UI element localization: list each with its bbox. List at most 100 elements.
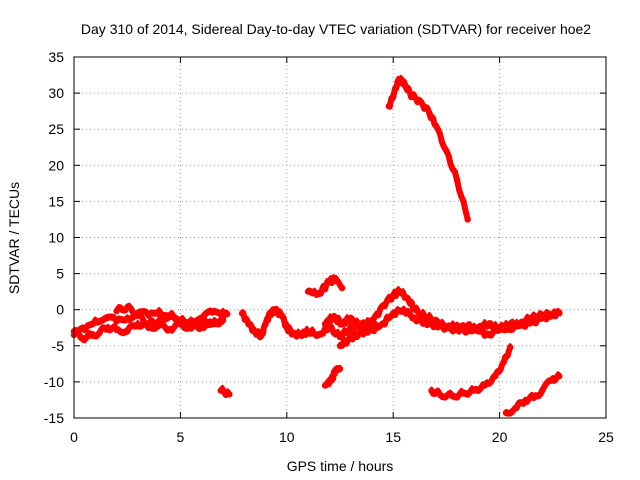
data-point xyxy=(304,288,312,295)
data-point xyxy=(549,310,556,318)
data-point xyxy=(338,320,346,328)
y-tick-label: 35 xyxy=(48,49,64,65)
data-point xyxy=(443,324,450,331)
data-point xyxy=(262,320,269,328)
data-point xyxy=(464,216,471,223)
data-point xyxy=(226,391,233,398)
series-seg-13b xyxy=(347,286,563,339)
data-point xyxy=(496,324,503,331)
data-point xyxy=(113,307,120,315)
data-point xyxy=(298,332,305,339)
y-tick-label: 25 xyxy=(48,121,64,137)
y-tick-label: 5 xyxy=(56,266,64,282)
x-tick-label: 0 xyxy=(70,429,78,445)
x-axis-label: GPS time / hours xyxy=(287,458,394,474)
data-point xyxy=(155,307,163,315)
data-point xyxy=(79,335,86,342)
data-point xyxy=(104,324,112,331)
y-tick-label: 0 xyxy=(56,302,64,318)
data-point xyxy=(326,279,333,286)
data-point xyxy=(549,375,556,383)
data-point xyxy=(470,387,478,394)
data-point xyxy=(453,326,461,334)
data-point xyxy=(279,313,286,321)
data-point xyxy=(402,84,410,91)
data-point xyxy=(409,93,416,100)
data-point xyxy=(449,393,456,400)
y-tick-label: -10 xyxy=(44,374,64,390)
data-point xyxy=(332,275,339,282)
data-point xyxy=(390,292,397,299)
data-point xyxy=(379,302,386,310)
x-tick-label: 25 xyxy=(598,429,614,445)
data-point xyxy=(336,333,344,341)
data-point xyxy=(166,326,173,334)
data-point xyxy=(443,147,450,155)
data-point xyxy=(481,382,488,389)
data-point xyxy=(528,315,535,322)
y-tick-label: 10 xyxy=(48,230,64,246)
x-tick-label: 5 xyxy=(177,429,185,445)
series-seg-11 xyxy=(304,274,346,298)
data-point xyxy=(273,306,280,313)
data-point xyxy=(315,331,322,339)
series-line-offset xyxy=(430,343,512,397)
data-point xyxy=(517,319,525,326)
series-line xyxy=(385,75,471,223)
data-point xyxy=(238,310,246,317)
series-seg-12 xyxy=(321,364,344,389)
data-point xyxy=(124,315,131,322)
data-point xyxy=(500,358,508,365)
series-band-c xyxy=(113,302,227,330)
data-point xyxy=(258,332,265,339)
y-tick-label: 15 xyxy=(48,193,64,209)
data-point xyxy=(304,328,312,335)
data-point xyxy=(209,309,216,316)
data-point xyxy=(400,306,407,313)
x-tick-label: 15 xyxy=(385,429,401,445)
grid xyxy=(74,57,606,418)
data-point xyxy=(368,319,376,326)
data-point xyxy=(124,304,131,311)
data-point xyxy=(502,409,510,417)
data-point xyxy=(411,306,418,313)
data-point xyxy=(475,328,482,335)
y-tick-label: -15 xyxy=(44,410,64,426)
data-point xyxy=(507,326,514,334)
data-point xyxy=(379,320,386,328)
data-point xyxy=(390,310,397,317)
data-point xyxy=(336,365,344,373)
data-point xyxy=(530,394,537,401)
data-point xyxy=(556,310,563,317)
data-point xyxy=(513,404,520,412)
data-point xyxy=(411,315,418,322)
data-point xyxy=(81,326,88,334)
data-point xyxy=(198,317,205,324)
data-point xyxy=(485,320,493,328)
y-tick-label: -5 xyxy=(52,338,65,354)
data-point xyxy=(398,76,405,84)
data-point xyxy=(145,320,152,328)
data-point xyxy=(224,310,231,318)
data-point xyxy=(539,312,546,319)
series-line-offset xyxy=(72,307,229,334)
data-point xyxy=(245,320,252,328)
data-point xyxy=(432,122,439,129)
x-tick-label: 10 xyxy=(279,429,295,445)
data-point xyxy=(251,328,259,335)
data-point xyxy=(266,310,273,317)
data-point xyxy=(177,317,184,324)
axis-ticks xyxy=(73,56,607,419)
series-line-offset xyxy=(240,305,353,337)
data-point xyxy=(390,93,397,100)
series-layer xyxy=(70,74,563,417)
data-point xyxy=(315,290,322,297)
data-point xyxy=(347,335,354,342)
data-point xyxy=(92,317,99,324)
series-line-offset xyxy=(387,74,470,219)
data-point xyxy=(217,387,224,394)
data-point xyxy=(347,315,354,322)
data-point xyxy=(330,313,337,321)
series-line-offset xyxy=(219,384,231,395)
